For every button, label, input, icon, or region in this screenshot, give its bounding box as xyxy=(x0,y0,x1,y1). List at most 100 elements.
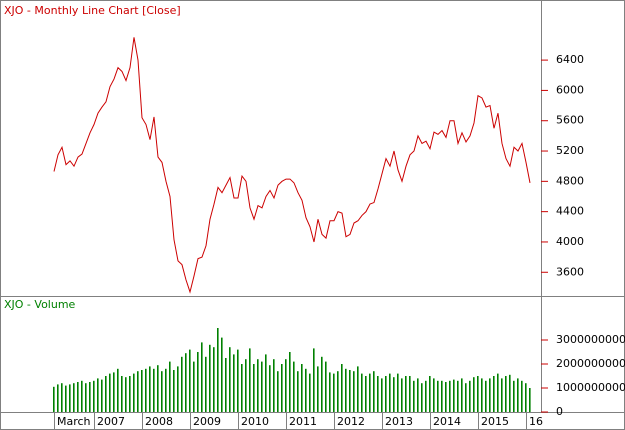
volume-bar xyxy=(193,361,195,412)
y-tick-label: 10000000000 xyxy=(556,381,625,394)
volume-bar xyxy=(229,347,231,412)
volume-bar xyxy=(369,373,371,412)
volume-bar xyxy=(61,383,63,412)
volume-bar xyxy=(481,378,483,412)
volume-bar xyxy=(273,359,275,412)
volume-bar xyxy=(361,373,363,412)
volume-bar xyxy=(501,378,503,412)
x-tick-label: 2007 xyxy=(97,415,125,428)
volume-bar xyxy=(113,372,115,412)
volume-bar xyxy=(409,376,411,412)
volume-bar xyxy=(509,374,511,412)
volume-bar xyxy=(517,378,519,412)
volume-bar xyxy=(309,373,311,412)
volume-bar xyxy=(461,378,463,412)
volume-bar xyxy=(149,366,151,412)
volume-bar xyxy=(457,380,459,412)
volume-bar xyxy=(117,368,119,412)
y-tick-label: 4800 xyxy=(556,174,584,187)
volume-bar xyxy=(209,344,211,412)
volume-bar xyxy=(485,380,487,412)
volume-bar xyxy=(465,383,467,412)
volume-bar xyxy=(133,373,135,412)
price-line xyxy=(53,37,531,294)
x-tick-label: 2009 xyxy=(193,415,221,428)
volume-bar xyxy=(329,372,331,412)
volume-bar xyxy=(97,378,99,412)
volume-bar xyxy=(477,376,479,412)
volume-bar xyxy=(225,358,227,412)
volume-bar xyxy=(189,349,191,412)
volume-bar xyxy=(421,383,423,412)
volume-bar xyxy=(497,373,499,412)
volume-bar xyxy=(317,366,319,412)
x-tick-label: 16 xyxy=(529,415,543,428)
volume-bar xyxy=(305,368,307,412)
volume-bar xyxy=(257,359,259,412)
volume-bar xyxy=(181,356,183,412)
volume-bar xyxy=(401,378,403,412)
volume-bar xyxy=(429,376,431,412)
volume-bar xyxy=(385,376,387,412)
volume-bar xyxy=(405,376,407,412)
volume-bar xyxy=(201,342,203,412)
volume-bar xyxy=(53,386,55,412)
volume-bar xyxy=(93,380,95,412)
volume-bar xyxy=(213,347,215,412)
volume-bar xyxy=(85,383,87,412)
volume-bar xyxy=(373,371,375,412)
volume-bar xyxy=(505,376,507,412)
price-title: XJO - Monthly Line Chart [Close] xyxy=(4,4,181,17)
x-tick-label: March xyxy=(57,415,91,428)
volume-bar xyxy=(73,383,75,412)
volume-bar xyxy=(425,380,427,412)
volume-bar xyxy=(301,364,303,412)
volume-bar xyxy=(57,384,59,412)
volume-bar xyxy=(109,373,111,412)
y-tick-label: 4400 xyxy=(556,205,584,218)
volume-bar xyxy=(313,348,315,412)
volume-bar xyxy=(101,379,103,412)
y-tick-label: 6000 xyxy=(556,83,584,96)
volume-bar xyxy=(105,376,107,412)
volume-bar xyxy=(157,365,159,412)
volume-bar xyxy=(365,376,367,412)
y-tick-label: 5200 xyxy=(556,144,584,157)
volume-bar xyxy=(377,376,379,412)
volume-bar xyxy=(65,385,67,412)
volume-bar xyxy=(521,380,523,412)
volume-bar xyxy=(393,377,395,412)
volume-bar xyxy=(217,328,219,412)
volume-bar xyxy=(197,352,199,412)
y-tick-label: 4000 xyxy=(556,235,584,248)
volume-bar xyxy=(137,371,139,412)
volume-bar xyxy=(493,376,495,412)
volume-bar xyxy=(441,380,443,412)
volume-bar xyxy=(513,380,515,412)
y-tick-label: 30000000000 xyxy=(556,333,625,346)
volume-bar xyxy=(437,380,439,412)
volume-bar xyxy=(185,353,187,412)
volume-bar xyxy=(341,364,343,412)
volume-bar xyxy=(445,382,447,412)
volume-bar xyxy=(177,366,179,412)
volume-bar xyxy=(345,368,347,412)
volume-bar xyxy=(453,379,455,412)
volume-bar xyxy=(433,378,435,412)
volume-bar xyxy=(353,371,355,412)
volume-bar xyxy=(321,356,323,412)
volume-bar xyxy=(69,384,71,412)
volume-bar xyxy=(173,370,175,412)
y-tick-label: 3600 xyxy=(556,265,584,278)
x-tick-label: 2012 xyxy=(337,415,365,428)
volume-bar xyxy=(221,337,223,412)
volume-bar xyxy=(333,373,335,412)
x-tick-label: 2015 xyxy=(481,415,509,428)
y-tick-label: 5600 xyxy=(556,114,584,127)
volume-bar xyxy=(449,380,451,412)
volume-bar xyxy=(277,371,279,412)
volume-bar xyxy=(145,368,147,412)
